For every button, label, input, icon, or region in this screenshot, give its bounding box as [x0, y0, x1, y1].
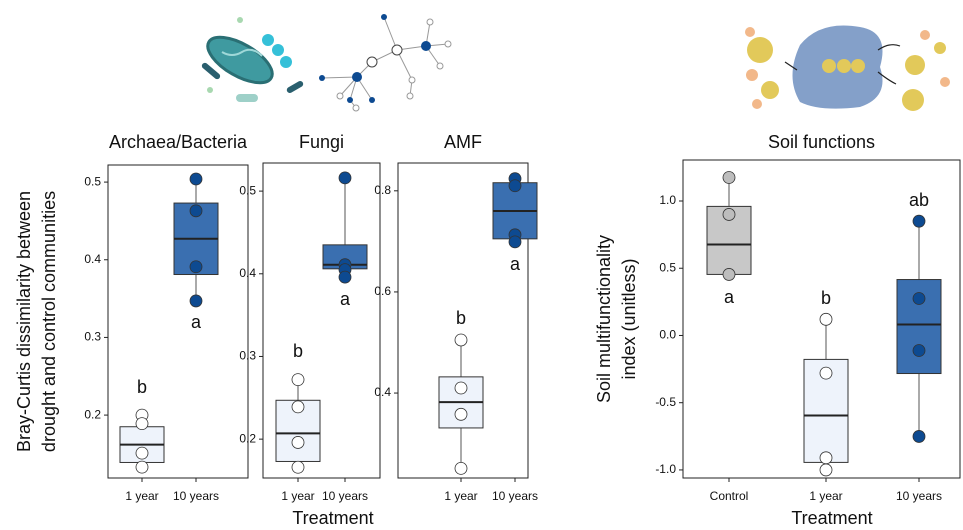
- significance-letter: a: [510, 254, 521, 274]
- y-tick-label: 0.5: [239, 183, 256, 197]
- y-tick-label: 1.0: [659, 193, 676, 207]
- y-axis-label: Bray-Curtis dissimilarity between: [14, 191, 34, 452]
- significance-letter: ab: [909, 190, 929, 210]
- y-tick-label: 0.8: [374, 183, 391, 197]
- y-tick-label: 0.3: [239, 349, 256, 363]
- data-point: [723, 208, 735, 220]
- data-point: [190, 173, 202, 185]
- significance-letter: a: [191, 312, 202, 332]
- data-point: [292, 461, 304, 473]
- y-tick-label: 0.5: [659, 260, 676, 274]
- data-point: [292, 436, 304, 448]
- data-point: [136, 418, 148, 430]
- data-point: [455, 408, 467, 420]
- y-tick-label: 0.4: [374, 385, 391, 399]
- data-point: [136, 447, 148, 459]
- data-point: [820, 313, 832, 325]
- y-tick-label: 0.2: [84, 407, 101, 421]
- y-tick-label: -0.5: [655, 395, 676, 409]
- data-point: [455, 334, 467, 346]
- data-point: [913, 215, 925, 227]
- x-tick-label: 1 year: [125, 489, 158, 503]
- significance-letter: a: [340, 289, 351, 309]
- data-point: [820, 367, 832, 379]
- y-tick-label: 0.4: [239, 266, 256, 280]
- y-axis-label: drought and control communities: [39, 191, 59, 452]
- network-icon: [319, 14, 451, 111]
- y-tick-label: -1.0: [655, 462, 676, 476]
- x-tick-label: 1 year: [281, 489, 314, 503]
- data-point: [136, 461, 148, 473]
- data-point: [339, 271, 351, 283]
- data-point: [820, 452, 832, 464]
- x-tick-label: 1 year: [444, 489, 477, 503]
- data-point: [723, 268, 735, 280]
- y-tick-label: 0.4: [84, 252, 101, 266]
- y-axis-label: index (unitless): [619, 258, 639, 379]
- data-point: [723, 171, 735, 183]
- data-point: [455, 462, 467, 474]
- panel-title: Soil functions: [768, 132, 875, 152]
- data-point: [913, 292, 925, 304]
- data-point: [820, 464, 832, 476]
- icons: [201, 14, 950, 111]
- panel-title: Fungi: [299, 132, 344, 152]
- data-point: [190, 261, 202, 273]
- significance-letter: b: [456, 308, 466, 328]
- x-tick-label: 1 year: [809, 489, 842, 503]
- x-tick-label: 10 years: [896, 489, 942, 503]
- x-axis-label: Treatment: [791, 508, 872, 528]
- x-tick-label: 10 years: [492, 489, 538, 503]
- significance-letter: b: [293, 341, 303, 361]
- data-point: [913, 345, 925, 357]
- data-point: [292, 374, 304, 386]
- significance-letter: b: [821, 288, 831, 308]
- y-tick-label: 0.6: [374, 284, 391, 298]
- data-point: [292, 401, 304, 413]
- bacteria-icon: [201, 17, 305, 102]
- panel-title: AMF: [444, 132, 482, 152]
- y-tick-label: 0.3: [84, 330, 101, 344]
- data-point: [913, 430, 925, 442]
- x-tick-label: 10 years: [322, 489, 368, 503]
- panel-title: Archaea/Bacteria: [109, 132, 248, 152]
- data-point: [455, 382, 467, 394]
- data-point: [190, 205, 202, 217]
- figure: Archaea/Bacteria 0.2 0.3 0.4 0.5 Bray-Curtis …: [0, 0, 963, 530]
- significance-letter: b: [137, 377, 147, 397]
- y-axis-label: Soil multifunctionality: [594, 235, 614, 403]
- x-axis-label: Treatment: [292, 508, 373, 528]
- y-tick-label: 0.0: [659, 328, 676, 342]
- data-point: [190, 295, 202, 307]
- data-point: [509, 236, 521, 248]
- y-tick-label: 0.5: [84, 174, 101, 188]
- x-tick-label: 10 years: [173, 489, 219, 503]
- x-tick-label: Control: [710, 489, 749, 503]
- data-point: [339, 172, 351, 184]
- data-point: [509, 180, 521, 192]
- y-tick-label: 0.2: [239, 431, 256, 445]
- significance-letter: a: [724, 287, 735, 307]
- soil-icon: [745, 25, 950, 111]
